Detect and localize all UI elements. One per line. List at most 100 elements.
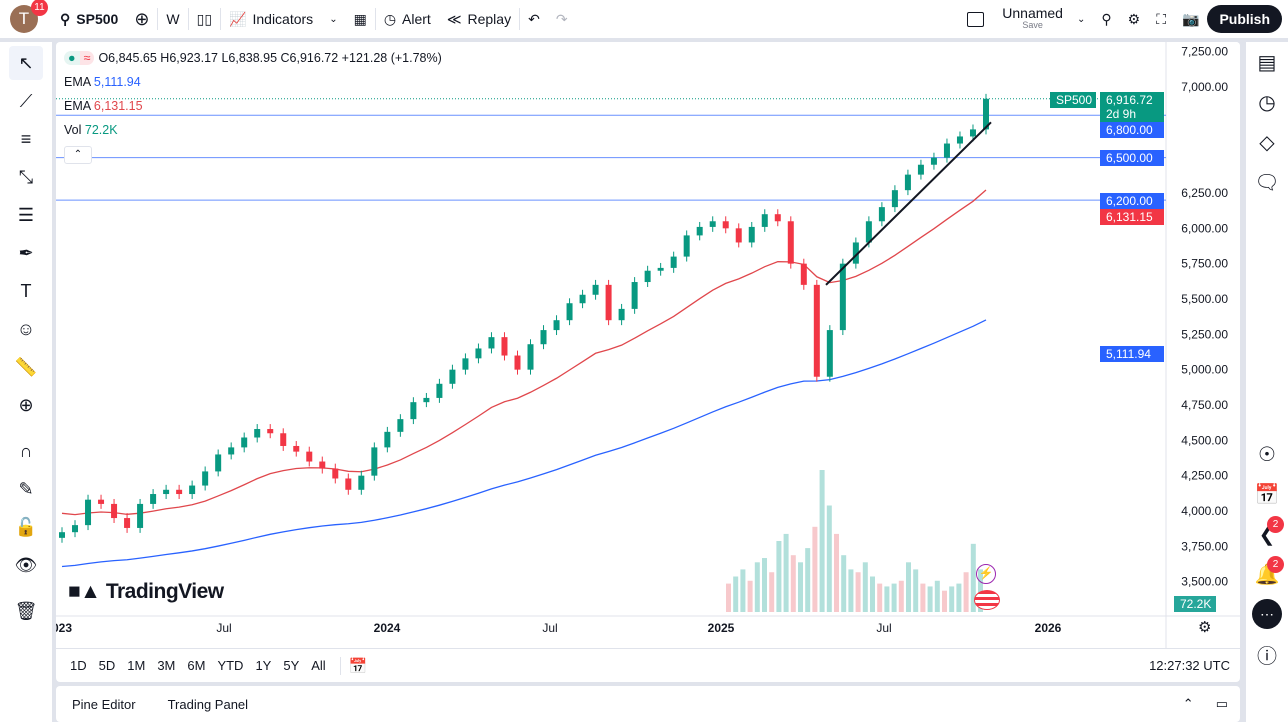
compare-button[interactable]: ⊕ [126, 0, 157, 38]
time-axis-settings[interactable]: ⚙ [1198, 618, 1211, 636]
chart-type-button[interactable]: ▯▯ [189, 0, 220, 38]
layers-icon: ◇ [1259, 131, 1275, 154]
measure-tool[interactable]: 📏 [9, 350, 43, 384]
candle-body [553, 320, 560, 331]
candle-body [202, 471, 209, 486]
collapse-panel-button[interactable]: ⌃ [1173, 696, 1204, 712]
cursor-tool[interactable]: ↖ [9, 46, 43, 80]
layers-button[interactable]: ◇ [1246, 122, 1288, 162]
candle-body [358, 475, 365, 490]
candle-body [137, 503, 144, 528]
indicators-button[interactable]: 📈 Indicators ⌄ [229, 10, 338, 28]
volume-bar [769, 572, 775, 612]
lightning-icon[interactable]: ⚡ [976, 564, 996, 584]
bottom-panel: Pine Editor Trading Panel ⌃ ▭ [56, 686, 1240, 722]
price-tick: 5,000.00 [1181, 363, 1228, 377]
calendar-button[interactable]: 📅 [1246, 474, 1288, 514]
avatar[interactable]: T 11 [10, 0, 48, 33]
notifications-button[interactable]: 🔔 2 [1246, 554, 1288, 594]
range-1m[interactable]: 1M [127, 658, 146, 673]
apps-button[interactable]: ⋯ [1246, 594, 1288, 634]
candle-body [709, 221, 716, 227]
date-range-button[interactable]: 📅 [349, 657, 368, 675]
range-5y[interactable]: 5Y [283, 658, 300, 673]
trendline [825, 121, 992, 286]
range-1y[interactable]: 1Y [255, 658, 272, 673]
text-tool[interactable]: T [9, 274, 43, 308]
range-6m[interactable]: 6M [187, 658, 206, 673]
maximize-panel-button[interactable]: ▭ [1204, 696, 1240, 712]
trendline-tool[interactable]: ⟋ [9, 84, 43, 118]
layout-button[interactable]: Unnamed Save ⌄ [959, 0, 1093, 38]
pattern-tool[interactable]: ⤡ [9, 160, 43, 194]
watchlist-button[interactable]: ▤ [1246, 42, 1288, 82]
brush-tool[interactable]: ✒ [9, 236, 43, 270]
vol-legend[interactable]: Vol 72.2K [64, 123, 118, 137]
hide-tool[interactable]: 👁 [9, 548, 43, 582]
range-1d[interactable]: 1D [70, 658, 87, 673]
candle-body [410, 402, 417, 420]
volume-bar [970, 543, 976, 612]
range-3m[interactable]: 3M [157, 658, 176, 673]
settings-button[interactable]: ⚙ [1120, 0, 1149, 38]
fullscreen-button[interactable]: ⛶ [1148, 0, 1174, 38]
collapse-legend-button[interactable]: ⌃ [64, 146, 92, 164]
interval-button[interactable]: W [166, 11, 180, 27]
candle-body [579, 294, 586, 304]
range-all[interactable]: All [311, 658, 326, 673]
snapshot-button[interactable]: 📷 [1174, 0, 1207, 38]
ema-red-label: 6,131.15 [1100, 209, 1164, 225]
lock-tool[interactable]: 🔓 [9, 510, 43, 544]
candle-body [436, 383, 443, 398]
ema-legend-1[interactable]: EMA 5,111.94 [64, 75, 141, 89]
divider [374, 8, 376, 30]
volume-bar [920, 583, 926, 612]
quick-search-button[interactable]: ⚲ [1093, 0, 1119, 38]
remove-tool[interactable]: 🗑 [9, 594, 43, 628]
zoom-tool[interactable]: ⊕ [9, 388, 43, 422]
price-tick: 4,750.00 [1181, 398, 1228, 412]
chevron-down-icon: ⌄ [329, 13, 338, 25]
redo-button[interactable]: ↷ [548, 0, 576, 38]
level-label: 6,200.00 [1100, 193, 1164, 209]
us-flag-icon[interactable] [974, 590, 1000, 610]
publish-button[interactable]: Publish [1207, 5, 1282, 33]
apps-grid-icon: ⋯ [1252, 599, 1282, 629]
candle-body [176, 489, 183, 495]
emoji-tool[interactable]: ☺ [9, 312, 43, 346]
candle-body [865, 221, 872, 243]
chart-pane[interactable]: 7,250.00 7,000.00 6,250.00 6,000.00 5,750.00… [56, 42, 1240, 682]
undo-button[interactable]: ↶ [520, 0, 548, 38]
help-button[interactable]: ⓘ [1246, 634, 1288, 674]
templates-button[interactable]: ▦ [346, 0, 375, 38]
camera-icon: 📷 [1182, 10, 1200, 27]
price-chart[interactable]: 7,250.00 7,000.00 6,250.00 6,000.00 5,750.00… [56, 42, 1240, 682]
symbol-search[interactable]: ⚲ SP500 [60, 10, 119, 28]
alerts-button[interactable]: ◷ [1246, 82, 1288, 122]
chat-button[interactable]: 🗨 [1246, 162, 1288, 202]
horizontal-lines-tool[interactable]: ≡ [9, 122, 43, 156]
price-axis [1166, 42, 1240, 648]
range-5d[interactable]: 5D [98, 658, 116, 673]
replay-button[interactable]: ≪ Replay [446, 10, 512, 28]
ideas-button[interactable]: ☉ [1246, 434, 1288, 474]
range-ytd[interactable]: YTD [217, 658, 244, 673]
gauge-icon: ⚲ [1101, 10, 1112, 27]
candle-body [254, 429, 261, 438]
streams-button[interactable]: ❮ 2 [1246, 514, 1288, 554]
pencil-lock-icon: ✎ [18, 478, 34, 499]
magnet-tool[interactable]: ∩ [9, 434, 43, 468]
clock[interactable]: 12:27:32 UTC [1149, 658, 1230, 673]
candle-body [501, 337, 508, 356]
price-tick: 5,250.00 [1181, 327, 1228, 341]
fib-tool[interactable]: ☰ [9, 198, 43, 232]
tab-trading-panel[interactable]: Trading Panel [167, 696, 249, 712]
alert-button[interactable]: ◷ Alert [383, 10, 431, 28]
stay-drawing-tool[interactable]: ✎ [9, 472, 43, 506]
time-tick: Jul [216, 621, 231, 635]
candle-body [215, 454, 222, 472]
candle-body [332, 468, 339, 479]
ema-legend-2[interactable]: EMA 6,131.15 [64, 99, 143, 113]
volume-bar [812, 526, 818, 612]
tab-pine-editor[interactable]: Pine Editor [72, 696, 136, 712]
